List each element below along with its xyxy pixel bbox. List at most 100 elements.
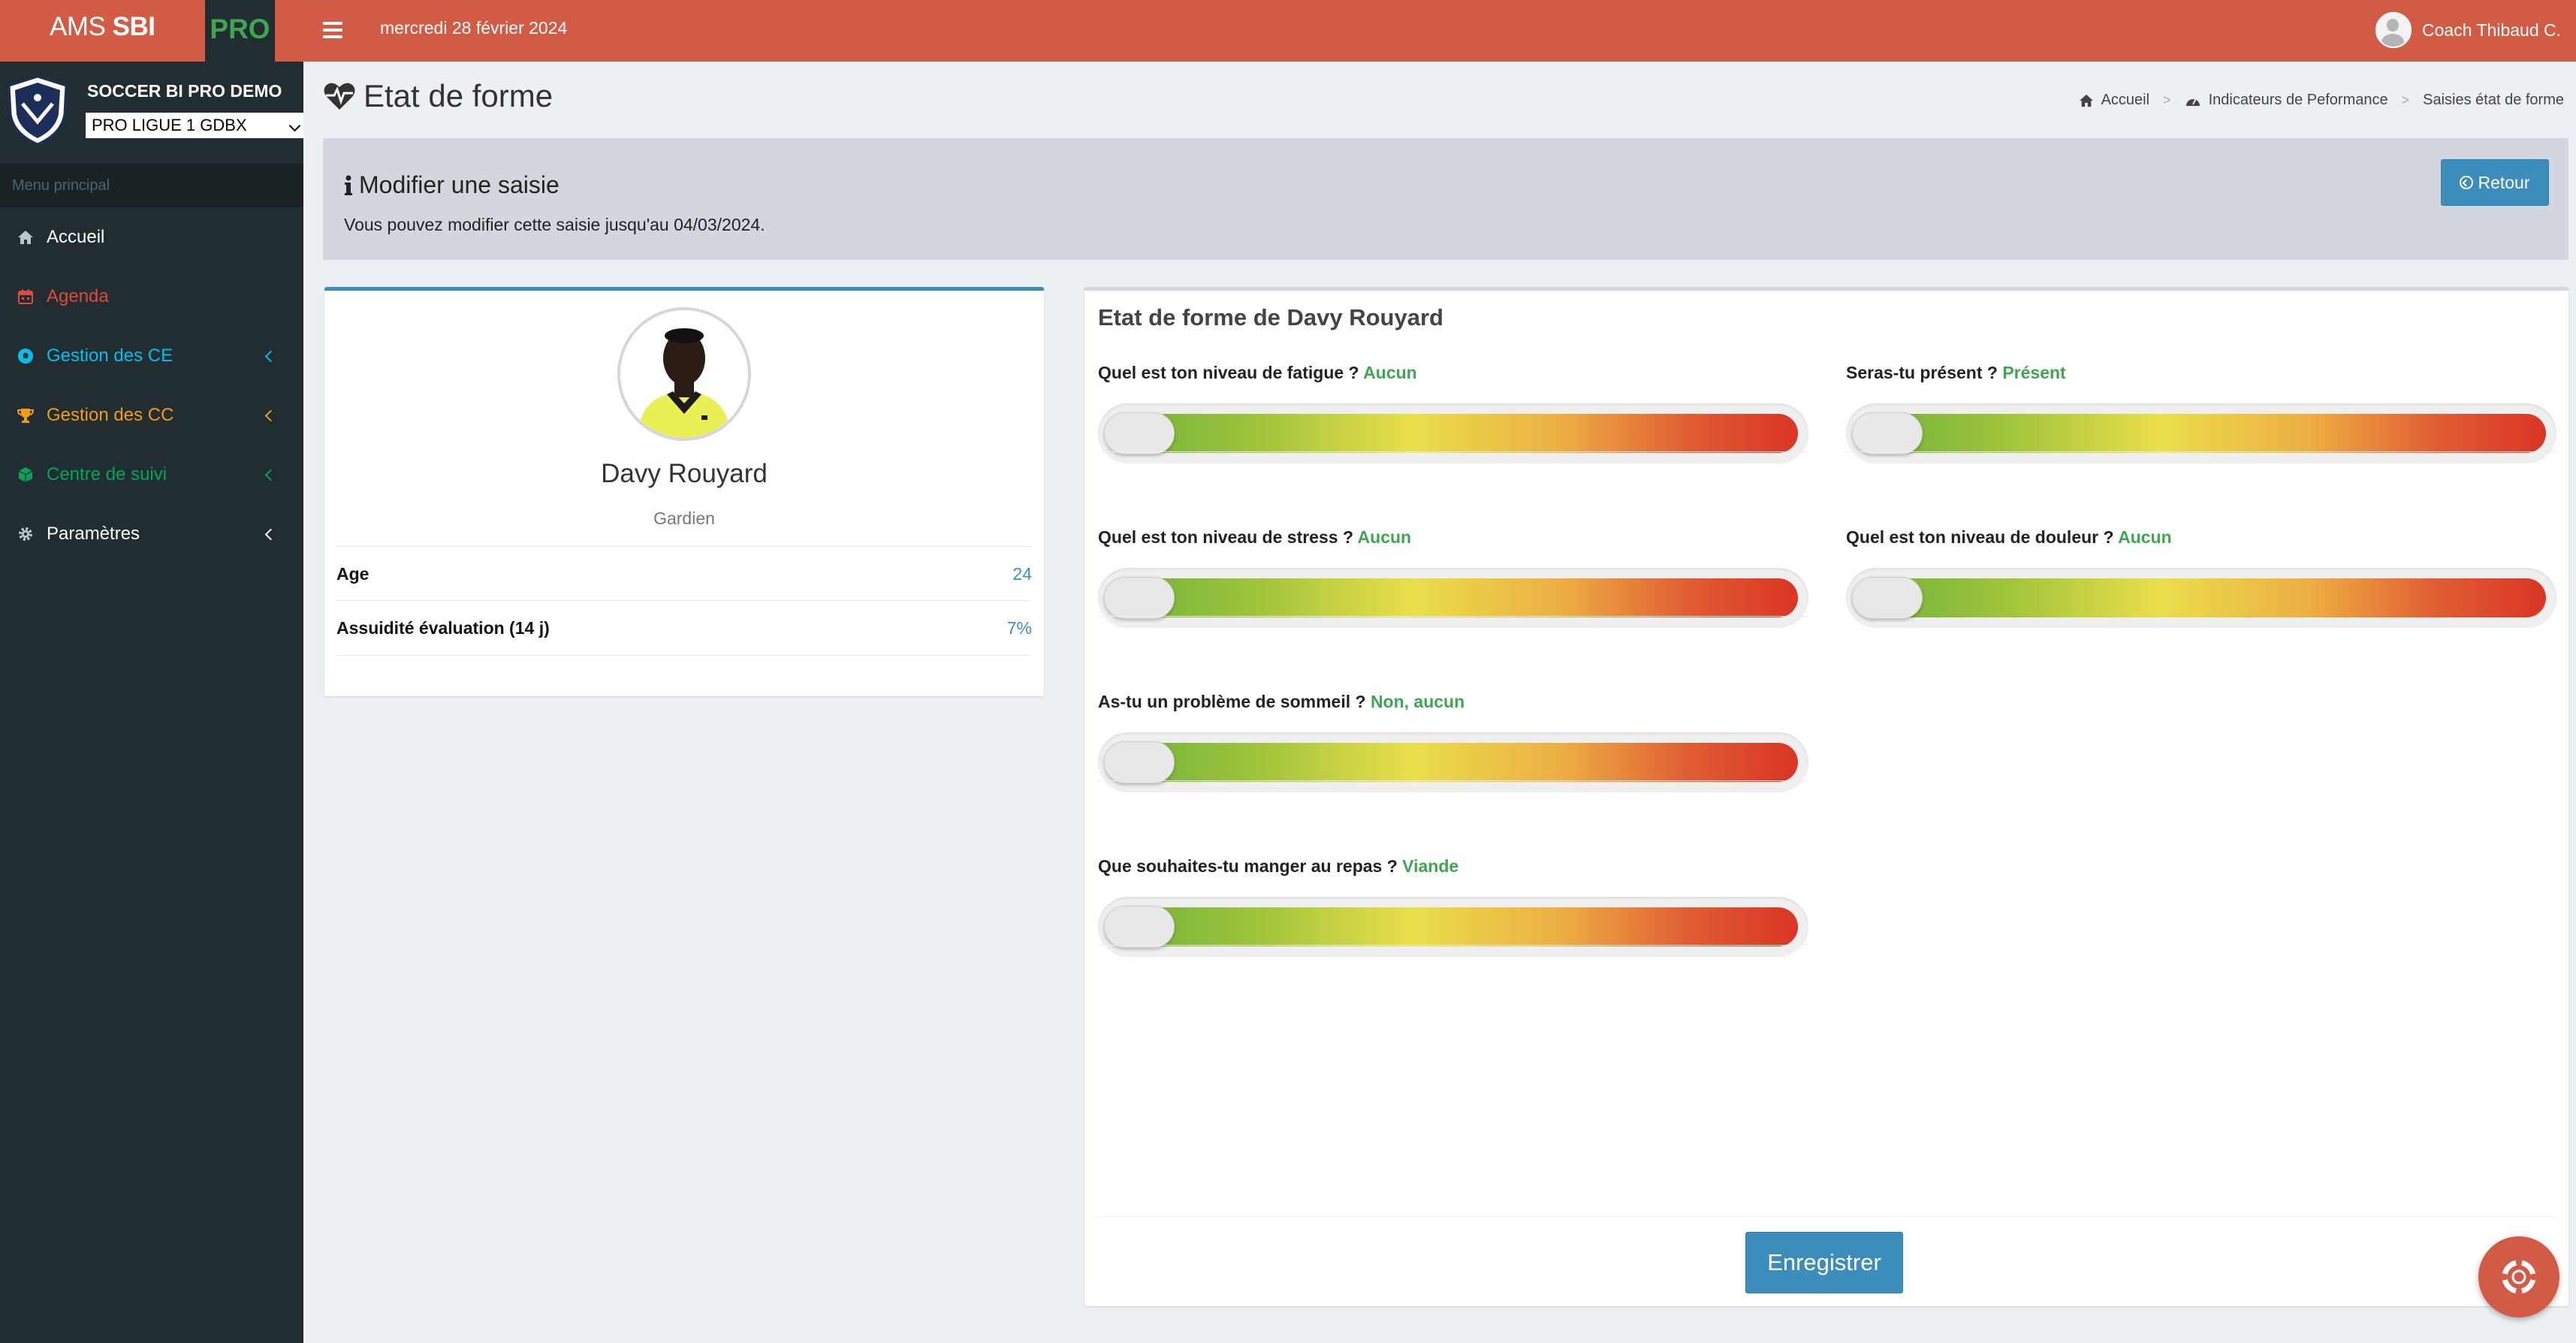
breadcrumb-accueil[interactable]: Accueil: [2079, 92, 2149, 109]
sidebar-item-accueil[interactable]: Accueil: [0, 207, 303, 267]
fatigue-slider[interactable]: [1098, 403, 1808, 463]
question-stress: Quel est ton niveau de stress ? Aucun: [1084, 455, 1808, 628]
form-footer-divider: [1098, 1216, 2555, 1217]
player-position: Gardien: [653, 509, 715, 528]
info-icon: [345, 175, 352, 195]
dashboard-icon: [2185, 98, 2200, 106]
divider: [1098, 616, 1808, 617]
sidebar-item-label: Gestion des CE: [47, 345, 173, 366]
stat-row-age: Age 24: [336, 546, 1032, 601]
circle-arrow-left-icon: [2460, 176, 2474, 189]
slider-handle[interactable]: [1104, 412, 1175, 454]
app-logo[interactable]: AMS SBI PRO: [0, 0, 303, 62]
chevron-down-icon: [288, 119, 301, 132]
douleur-slider[interactable]: [1846, 568, 2556, 628]
club-name: SOCCER BI PRO DEMO: [87, 81, 282, 101]
heartbeat-icon: [324, 83, 355, 110]
repas-slider[interactable]: [1098, 897, 1808, 957]
edit-callout: Modifier une saisie Vous pouvez modifier…: [323, 138, 2568, 260]
calendar-icon: [17, 288, 35, 306]
question-answer: Non, aucun: [1370, 692, 1465, 711]
page-title: Etat de forme: [323, 78, 553, 114]
question-label: As-tu un problème de sommeil ? Non, aucu…: [1098, 692, 1465, 711]
chevron-left-icon: [264, 528, 277, 541]
help-button[interactable]: [2478, 1236, 2559, 1317]
player-profile-card: Davy Rouyard Gardien Age 24 Assuidité év…: [324, 287, 1044, 696]
divider: [1098, 945, 1808, 946]
question-label: Quel est ton niveau de douleur ? Aucun: [1846, 527, 2172, 547]
gear-icon: [17, 525, 35, 543]
sidebar-item-label: Paramètres: [47, 523, 140, 544]
hamburger-menu-icon[interactable]: [323, 18, 342, 41]
top-navbar: mercredi 28 février 2024 Coach Thibaud C…: [303, 0, 2576, 62]
slider-track: [1110, 743, 1798, 782]
breadcrumb-separator: >: [2401, 92, 2410, 107]
stat-value[interactable]: 24: [1012, 563, 1032, 584]
stress-slider[interactable]: [1098, 568, 1808, 628]
stat-value[interactable]: 7%: [1006, 617, 1032, 638]
slider-track: [1110, 578, 1798, 617]
home-icon: [2079, 94, 2093, 107]
user-menu[interactable]: Coach Thibaud C.: [2375, 11, 2561, 50]
page-title-text: Etat de forme: [363, 78, 554, 113]
player-photo: [620, 310, 748, 438]
question-fatigue: Quel est ton niveau de fatigue ? Aucun: [1084, 291, 1808, 463]
divider: [1098, 780, 1808, 781]
sidebar-item-agenda[interactable]: Agenda: [0, 267, 303, 326]
question-label: Seras-tu présent ? Présent: [1846, 363, 2066, 382]
question-repas: Que souhaites-tu manger au repas ? Viand…: [1084, 784, 1808, 957]
stat-label: Assuidité évaluation (14 j): [336, 617, 550, 638]
question-answer: Viande: [1402, 856, 1459, 876]
logo-text: AMS SBI: [50, 12, 155, 41]
question-answer: Aucun: [1357, 527, 1412, 547]
slider-track: [1858, 578, 2546, 617]
player-avatar: [617, 307, 751, 441]
question-sommeil: As-tu un problème de sommeil ? Non, aucu…: [1084, 620, 1808, 792]
sidebar: SOCCER BI PRO DEMO PRO LIGUE 1 GDBX Menu…: [0, 62, 303, 1343]
team-select-value: PRO LIGUE 1 GDBX: [92, 116, 247, 134]
slider-track: [1110, 907, 1798, 946]
player-name: Davy Rouyard: [601, 459, 768, 488]
chevron-left-icon: [264, 469, 277, 481]
sidebar-item-centre-suivi[interactable]: Centre de suivi: [0, 445, 303, 504]
question-answer: Présent: [2002, 363, 2066, 382]
slider-handle[interactable]: [1104, 906, 1175, 948]
chevron-left-icon: [264, 350, 277, 363]
presence-slider[interactable]: [1846, 403, 2556, 463]
user-name: Coach Thibaud C.: [2422, 20, 2561, 40]
back-button[interactable]: Retour: [2441, 159, 2549, 206]
menu-header: Menu principal: [0, 164, 303, 207]
form-title: Etat de forme de Davy Rouyard: [1098, 304, 1443, 330]
breadcrumb-current: Saisies état de forme: [2423, 92, 2564, 108]
lifebuoy-icon: [2502, 1260, 2536, 1294]
divider: [1846, 451, 2556, 452]
sommeil-slider[interactable]: [1098, 732, 1808, 792]
sidebar-item-gestion-cc[interactable]: Gestion des CC: [0, 385, 303, 445]
divider: [1098, 451, 1808, 452]
fitness-form: Etat de forme de Davy Rouyard Quel est t…: [1084, 287, 2568, 1306]
user-avatar-icon: [2375, 12, 2412, 48]
question-presence: Seras-tu présent ? Présent: [1832, 291, 2556, 463]
cube-icon: [17, 466, 35, 484]
stat-label: Age: [336, 563, 370, 584]
slider-handle[interactable]: [1104, 577, 1175, 619]
stat-row-assiduite: Assuidité évaluation (14 j) 7%: [336, 600, 1032, 656]
sidebar-nav: Accueil Agenda Gestion des CE Gestion de…: [0, 207, 303, 563]
slider-handle[interactable]: [1852, 577, 1923, 619]
sidebar-item-gestion-ce[interactable]: Gestion des CE: [0, 326, 303, 385]
slider-handle[interactable]: [1104, 741, 1175, 783]
callout-title: Modifier une saisie: [344, 171, 560, 199]
club-crest-icon: [8, 75, 68, 146]
logo-pro-badge: PRO: [205, 0, 275, 62]
question-douleur: Quel est ton niveau de douleur ? Aucun: [1832, 455, 2556, 628]
sidebar-item-label: Accueil: [47, 226, 105, 247]
team-select[interactable]: PRO LIGUE 1 GDBX: [86, 113, 303, 138]
slider-handle[interactable]: [1852, 412, 1923, 454]
question-answer: Aucun: [2118, 527, 2172, 547]
sidebar-item-label: Centre de suivi: [47, 463, 167, 484]
slider-track: [1858, 414, 2546, 453]
save-button[interactable]: Enregistrer: [1745, 1232, 1903, 1293]
breadcrumb-indicateurs[interactable]: Indicateurs de Peformance: [2185, 92, 2388, 109]
slider-track: [1110, 414, 1798, 453]
sidebar-item-parametres[interactable]: Paramètres: [0, 504, 303, 563]
